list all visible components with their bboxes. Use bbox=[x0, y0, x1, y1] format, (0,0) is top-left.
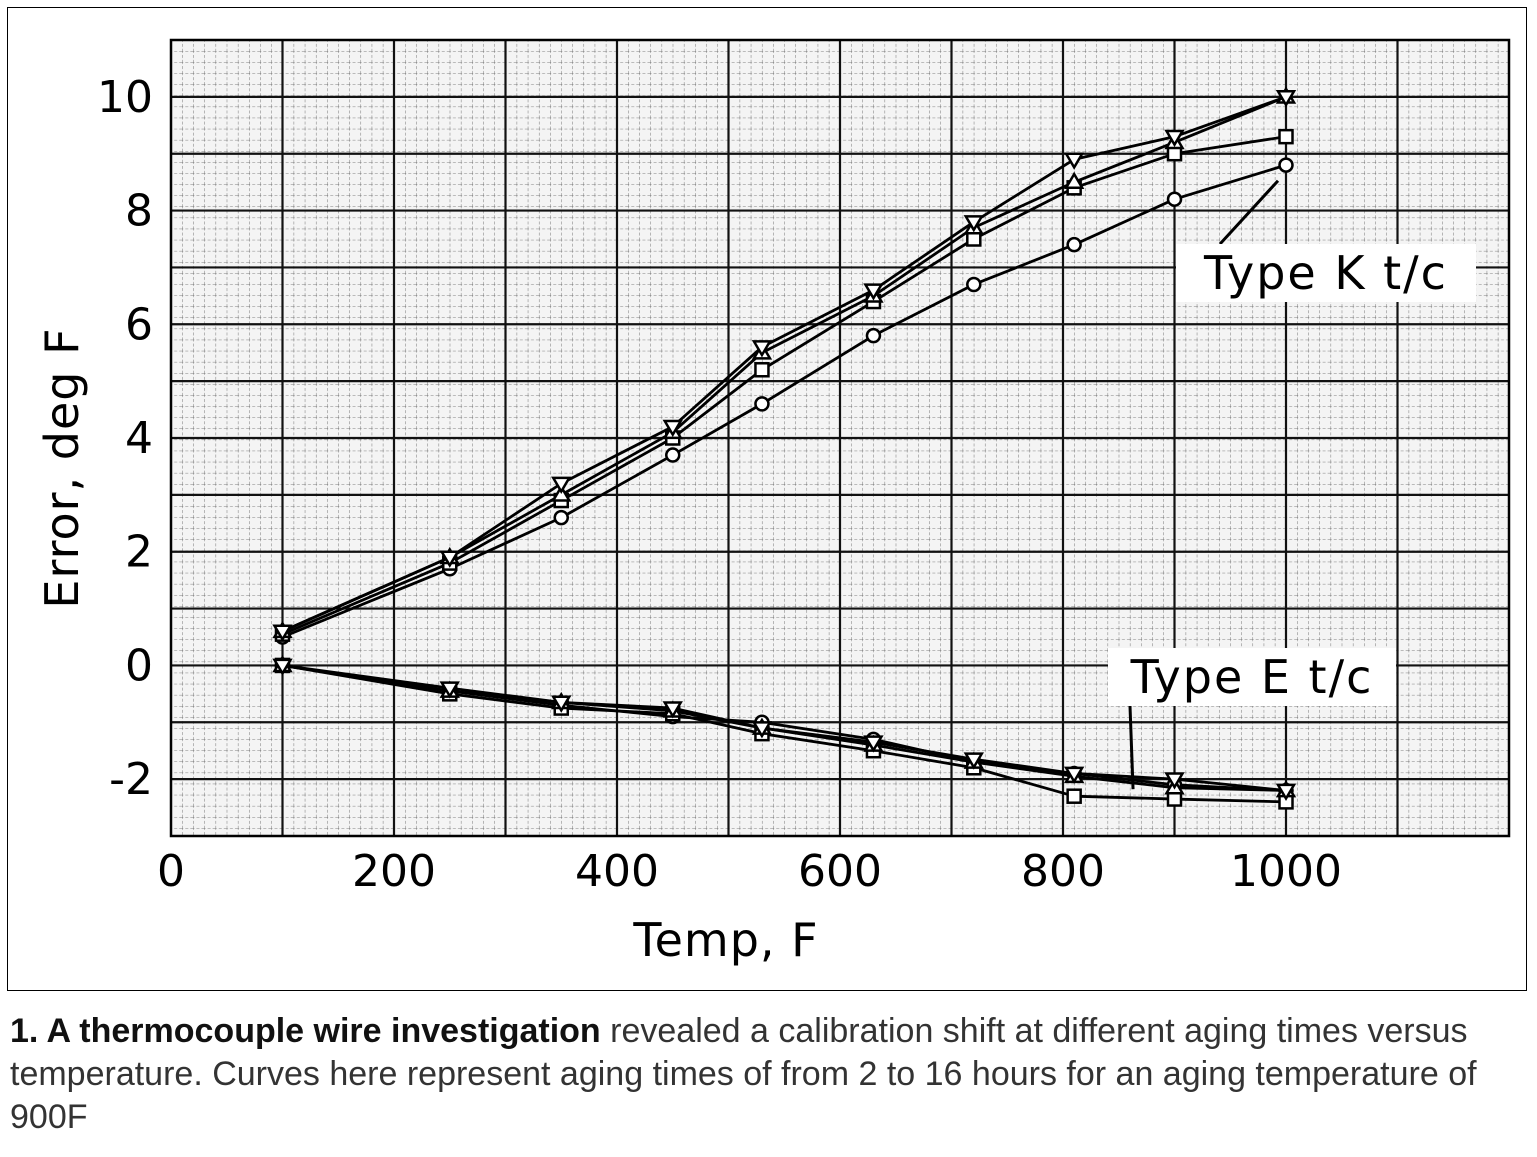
marker-triangle-down bbox=[662, 419, 683, 438]
y-tick-label: 4 bbox=[125, 413, 153, 464]
x-tick-label: 200 bbox=[352, 846, 436, 897]
annotations: Type K t/c Type E t/c bbox=[1108, 179, 1476, 790]
marker-square bbox=[1066, 788, 1082, 804]
y-tick-label: -2 bbox=[109, 754, 153, 805]
x-tick-label: 800 bbox=[1021, 846, 1105, 897]
series-line bbox=[282, 664, 1287, 792]
marker-triangle-down bbox=[963, 752, 984, 770]
marker-triangle-down bbox=[439, 681, 460, 699]
grid bbox=[171, 40, 1509, 836]
y-tick-label: 10 bbox=[97, 72, 153, 123]
marker-circle bbox=[1278, 157, 1294, 173]
figure-caption: 1. A thermocouple wire investigation rev… bbox=[10, 1010, 1520, 1139]
marker-triangle-down bbox=[1275, 783, 1297, 801]
y-tick-label: 6 bbox=[125, 299, 153, 350]
marker-circle bbox=[1066, 236, 1082, 253]
annotation-arrow bbox=[1218, 179, 1280, 246]
marker-triangle-down bbox=[751, 721, 773, 739]
marker-triangle-down bbox=[863, 735, 884, 753]
series-layer bbox=[272, 86, 1297, 810]
marker-circle bbox=[966, 276, 982, 293]
marker-triangle-down bbox=[863, 283, 884, 301]
x-tick-label: 1000 bbox=[1230, 846, 1342, 897]
series-line bbox=[282, 664, 1287, 792]
marker-triangle-down bbox=[1275, 90, 1297, 108]
series-line bbox=[281, 135, 1287, 636]
marker-triangle-up bbox=[1063, 171, 1085, 189]
annotation-label: Type E t/c bbox=[1130, 650, 1374, 704]
annotation-box bbox=[1176, 244, 1476, 302]
marker-circle bbox=[665, 447, 681, 463]
marker-triangle-down bbox=[551, 476, 572, 494]
series-line bbox=[282, 664, 1287, 792]
marker-triangle-down bbox=[662, 701, 683, 719]
annotation-box bbox=[1108, 648, 1396, 706]
marker-triangle-down bbox=[963, 215, 984, 233]
marker-circle bbox=[1166, 191, 1183, 207]
x-axis-title: Temp, F bbox=[632, 913, 818, 967]
marker-triangle-down bbox=[551, 695, 572, 713]
marker-square bbox=[1278, 128, 1294, 145]
x-tick-label: 400 bbox=[575, 846, 659, 897]
marker-circle bbox=[754, 396, 770, 412]
series-8 bbox=[272, 658, 1297, 801]
series-line bbox=[281, 163, 1287, 639]
series-line bbox=[281, 95, 1287, 633]
y-tick-label: 8 bbox=[125, 186, 153, 237]
marker-triangle-down bbox=[1164, 772, 1185, 790]
annotation-label: Type K t/c bbox=[1203, 246, 1448, 300]
x-tick-label: 0 bbox=[157, 846, 185, 897]
plot-border bbox=[169, 38, 1511, 838]
marker-triangle-down bbox=[1063, 766, 1085, 784]
x-tick-label: 600 bbox=[798, 846, 882, 897]
y-axis-title: Error, deg F bbox=[35, 327, 89, 608]
series-line bbox=[281, 95, 1287, 633]
caption-lead: 1. A thermocouple wire investigation bbox=[10, 1012, 601, 1050]
marker-triangle-down bbox=[272, 624, 293, 642]
marker-circle bbox=[865, 327, 882, 344]
marker-triangle-down bbox=[1164, 129, 1185, 148]
marker-triangle-down bbox=[272, 658, 293, 676]
annotation-arrow bbox=[1128, 705, 1135, 790]
marker-triangle-down bbox=[751, 340, 773, 358]
marker-triangle-down bbox=[439, 550, 460, 568]
marker-triangle-down bbox=[1063, 152, 1085, 170]
annotation-2: Type E t/c bbox=[1108, 648, 1396, 790]
y-tick-label: 2 bbox=[125, 527, 153, 578]
series-4 bbox=[272, 90, 1297, 642]
marker-circle bbox=[553, 509, 569, 526]
y-tick-label: 0 bbox=[125, 640, 153, 691]
marker-square bbox=[754, 362, 770, 378]
series-line bbox=[282, 664, 1287, 804]
figure-frame: 0 200 400 600 800 1000 10 8 6 4 2 0 -2 Temp, F Error, … bbox=[7, 7, 1527, 991]
annotation-1: Type K t/c bbox=[1176, 179, 1476, 302]
caption-body: revealed a calibration shift at differen… bbox=[10, 1012, 1477, 1136]
series-1 bbox=[274, 157, 1294, 645]
